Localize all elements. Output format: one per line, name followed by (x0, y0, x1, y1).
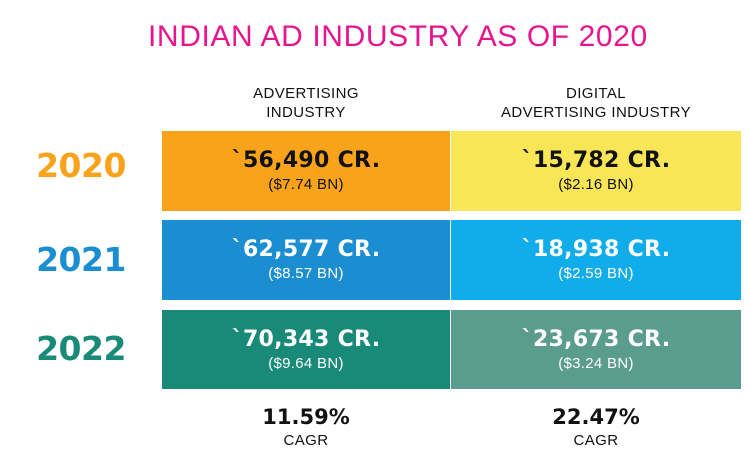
page-title: INDIAN AD INDUSTRY AS OF 2020 (148, 20, 648, 53)
usd-amount: ($3.24 BN) (558, 354, 634, 372)
inr-amount: `18,938 CR. (521, 237, 671, 262)
inr-amount: `70,343 CR. (231, 326, 381, 352)
column-header-line: ADVERTISING (253, 85, 359, 102)
usd-amount: ($9.64 BN) (268, 354, 344, 372)
usd-amount: ($8.57 BN) (268, 265, 344, 282)
cagr-advertising: 11.59% CAGR (162, 405, 450, 450)
column-header-digital-advertising: DIGITAL ADVERTISING INDUSTRY (451, 84, 741, 122)
year-label-2020: 2020 (36, 146, 126, 185)
cagr-digital-advertising: 22.47% CAGR (451, 405, 741, 450)
digital-cell-2021: `18,938 CR. ($2.59 BN) (451, 220, 741, 300)
digital-cell-2020: `15,782 CR. ($2.16 BN) (451, 131, 741, 211)
column-header-line: INDUSTRY (266, 104, 346, 121)
inr-amount: `56,490 CR. (231, 148, 381, 173)
inr-amount: `62,577 CR. (231, 237, 381, 262)
column-header-line: DIGITAL (565, 85, 627, 102)
cagr-value: 11.59% (262, 405, 350, 429)
column-header-line: ADVERTISING INDUSTRY (501, 104, 691, 121)
advertising-cell-2020: `56,490 CR. ($7.74 BN) (162, 131, 450, 211)
cagr-value: 22.47% (552, 405, 640, 429)
cagr-label: CAGR (573, 432, 619, 449)
year-label-2021: 2021 (36, 240, 126, 279)
year-label-2022: 2022 (36, 329, 126, 368)
advertising-cell-2022: `70,343 CR. ($9.64 BN) (162, 310, 450, 389)
usd-amount: ($7.74 BN) (268, 176, 344, 193)
cagr-label: CAGR (283, 432, 329, 449)
usd-amount: ($2.16 BN) (558, 176, 634, 193)
digital-cell-2022: `23,673 CR. ($3.24 BN) (451, 310, 741, 389)
inr-amount: `15,782 CR. (521, 148, 671, 173)
column-header-advertising: ADVERTISING INDUSTRY (162, 84, 450, 122)
advertising-cell-2021: `62,577 CR. ($8.57 BN) (162, 220, 450, 300)
usd-amount: ($2.59 BN) (558, 265, 634, 282)
inr-amount: `23,673 CR. (521, 326, 671, 352)
